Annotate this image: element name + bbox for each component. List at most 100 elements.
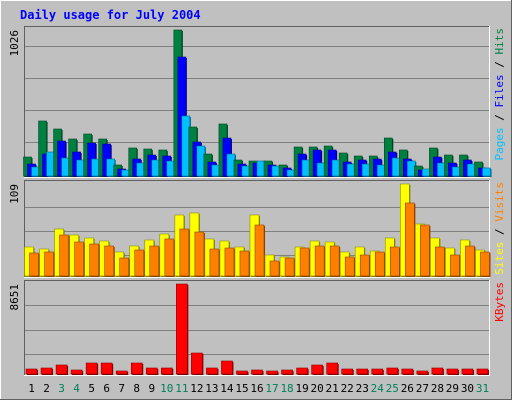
bar-kbytes-day-22	[341, 368, 353, 375]
x-tick-label-day-28: 28	[431, 382, 444, 395]
bar-kbytes-day-8	[130, 362, 143, 375]
bar-kbytes-day-25	[386, 367, 399, 375]
x-tick-label-day-19: 19	[295, 382, 308, 395]
bar-kbytes-day-24	[371, 368, 384, 375]
chart-title: Daily usage for July 2004	[20, 8, 201, 22]
bar-kbytes-day-13	[206, 367, 218, 375]
bar-visits-day-23	[359, 254, 370, 277]
bar-kbytes-day-16	[251, 369, 263, 375]
legend-pages: Pages	[493, 127, 506, 160]
bar-kbytes-day-1	[25, 368, 38, 375]
x-tick-label-day-2: 2	[43, 382, 50, 395]
x-tick-label-day-3: 3	[58, 382, 65, 395]
legend-files: Files	[493, 74, 506, 107]
x-tick-label-day-7: 7	[118, 382, 125, 395]
x-tick-label-day-20: 20	[311, 382, 324, 395]
x-tick-label-day-4: 4	[73, 382, 80, 395]
bar-visits-day-29	[450, 254, 460, 277]
y-axis-max-label-hits-files-pages: 1026	[8, 30, 21, 57]
x-tick-label-day-5: 5	[88, 382, 95, 395]
bar-kbytes-day-10	[161, 367, 173, 375]
bar-visits-day-27	[420, 224, 430, 277]
bar-visits-day-24	[374, 251, 385, 277]
bar-visits-day-2	[44, 251, 54, 277]
x-tick-label-day-12: 12	[190, 382, 203, 395]
bar-kbytes-day-6	[100, 362, 113, 375]
bar-visits-day-9	[149, 245, 160, 277]
bar-visits-day-25	[389, 246, 400, 277]
x-tick-label-day-22: 22	[341, 382, 354, 395]
legend-kbytes: KBytes	[493, 282, 506, 322]
bar-visits-day-12	[194, 231, 205, 277]
bar-visits-day-16	[254, 224, 265, 277]
bar-visits-day-19	[299, 247, 310, 277]
bar-kbytes-day-4	[70, 369, 83, 375]
bar-visits-day-17	[269, 260, 280, 277]
x-tick-label-day-9: 9	[148, 382, 155, 395]
x-tick-label-day-18: 18	[280, 382, 293, 395]
x-tick-label-day-17: 17	[265, 382, 278, 395]
y-axis-max-label-sites-visits: 109	[8, 184, 21, 204]
x-tick-label-day-14: 14	[220, 382, 234, 395]
x-tick-label-day-27: 27	[416, 382, 429, 395]
bar-kbytes-day-23	[356, 368, 369, 375]
legend-label-kbytes: KBytes	[493, 282, 506, 322]
bar-kbytes-day-19	[296, 367, 308, 375]
bar-visits-day-20	[314, 245, 325, 277]
bar-kbytes-day-28	[431, 367, 444, 375]
x-tick-label-day-8: 8	[133, 382, 140, 395]
bar-visits-day-7	[119, 257, 130, 277]
bar-visits-day-11	[179, 228, 190, 277]
bar-visits-day-5	[89, 243, 99, 277]
bar-visits-day-30	[465, 245, 475, 277]
bar-kbytes-day-3	[55, 364, 68, 375]
legend-label-hits-files-pages: Pages / Files / Hits	[493, 28, 506, 161]
x-tick-label-day-21: 21	[326, 382, 339, 395]
bar-visits-day-21	[329, 245, 340, 277]
bar-visits-day-8	[134, 249, 145, 277]
bar-visits-day-14	[224, 247, 235, 277]
bar-visits-day-6	[104, 245, 114, 277]
bar-kbytes-day-21	[326, 362, 338, 375]
x-tick-label-day-16: 16	[250, 382, 263, 395]
bar-kbytes-day-14	[221, 360, 233, 375]
x-tick-label-day-6: 6	[103, 382, 110, 395]
bar-visits-day-28	[435, 246, 445, 277]
bar-visits-day-22	[344, 256, 355, 277]
legend-hits: Hits	[493, 28, 506, 55]
bar-kbytes-day-20	[311, 364, 323, 375]
bar-kbytes-day-9	[145, 367, 158, 375]
bar-visits-day-15	[239, 250, 250, 277]
bar-visits-day-1	[29, 252, 39, 277]
x-tick-label-day-10: 10	[160, 382, 173, 395]
x-tick-label-day-15: 15	[235, 382, 248, 395]
bar-visits-day-10	[164, 238, 175, 277]
bar-kbytes-day-26	[401, 368, 414, 375]
bar-kbytes-day-7	[115, 370, 128, 375]
bar-visits-day-13	[209, 248, 220, 277]
bar-kbytes-day-11	[176, 283, 188, 375]
bar-kbytes-day-15	[236, 370, 248, 375]
bar-visits-day-4	[74, 241, 84, 277]
x-tick-label-day-1: 1	[28, 382, 35, 395]
y-axis-max-label-kbytes: 8651	[8, 284, 21, 311]
x-tick-label-day-31: 31	[476, 382, 489, 395]
x-tick-label-day-23: 23	[356, 382, 369, 395]
x-tick-label-day-11: 11	[175, 382, 188, 395]
bar-kbytes-day-18	[281, 369, 293, 375]
bar-visits-day-31	[480, 251, 490, 277]
legend-label-sites-visits: Sites / Visits	[493, 182, 506, 275]
bar-kbytes-day-30	[461, 368, 474, 375]
legend-/: /	[493, 222, 506, 242]
bar-kbytes-day-27	[416, 370, 429, 375]
bar-kbytes-day-17	[266, 370, 278, 375]
bar-kbytes-day-31	[476, 368, 489, 375]
x-tick-label-day-26: 26	[401, 382, 414, 395]
bar-kbytes-day-12	[191, 352, 203, 375]
x-tick-label-day-13: 13	[205, 382, 218, 395]
plot-area-kbytes	[24, 280, 490, 376]
bar-kbytes-day-2	[40, 367, 53, 375]
x-tick-label-day-30: 30	[461, 382, 474, 395]
